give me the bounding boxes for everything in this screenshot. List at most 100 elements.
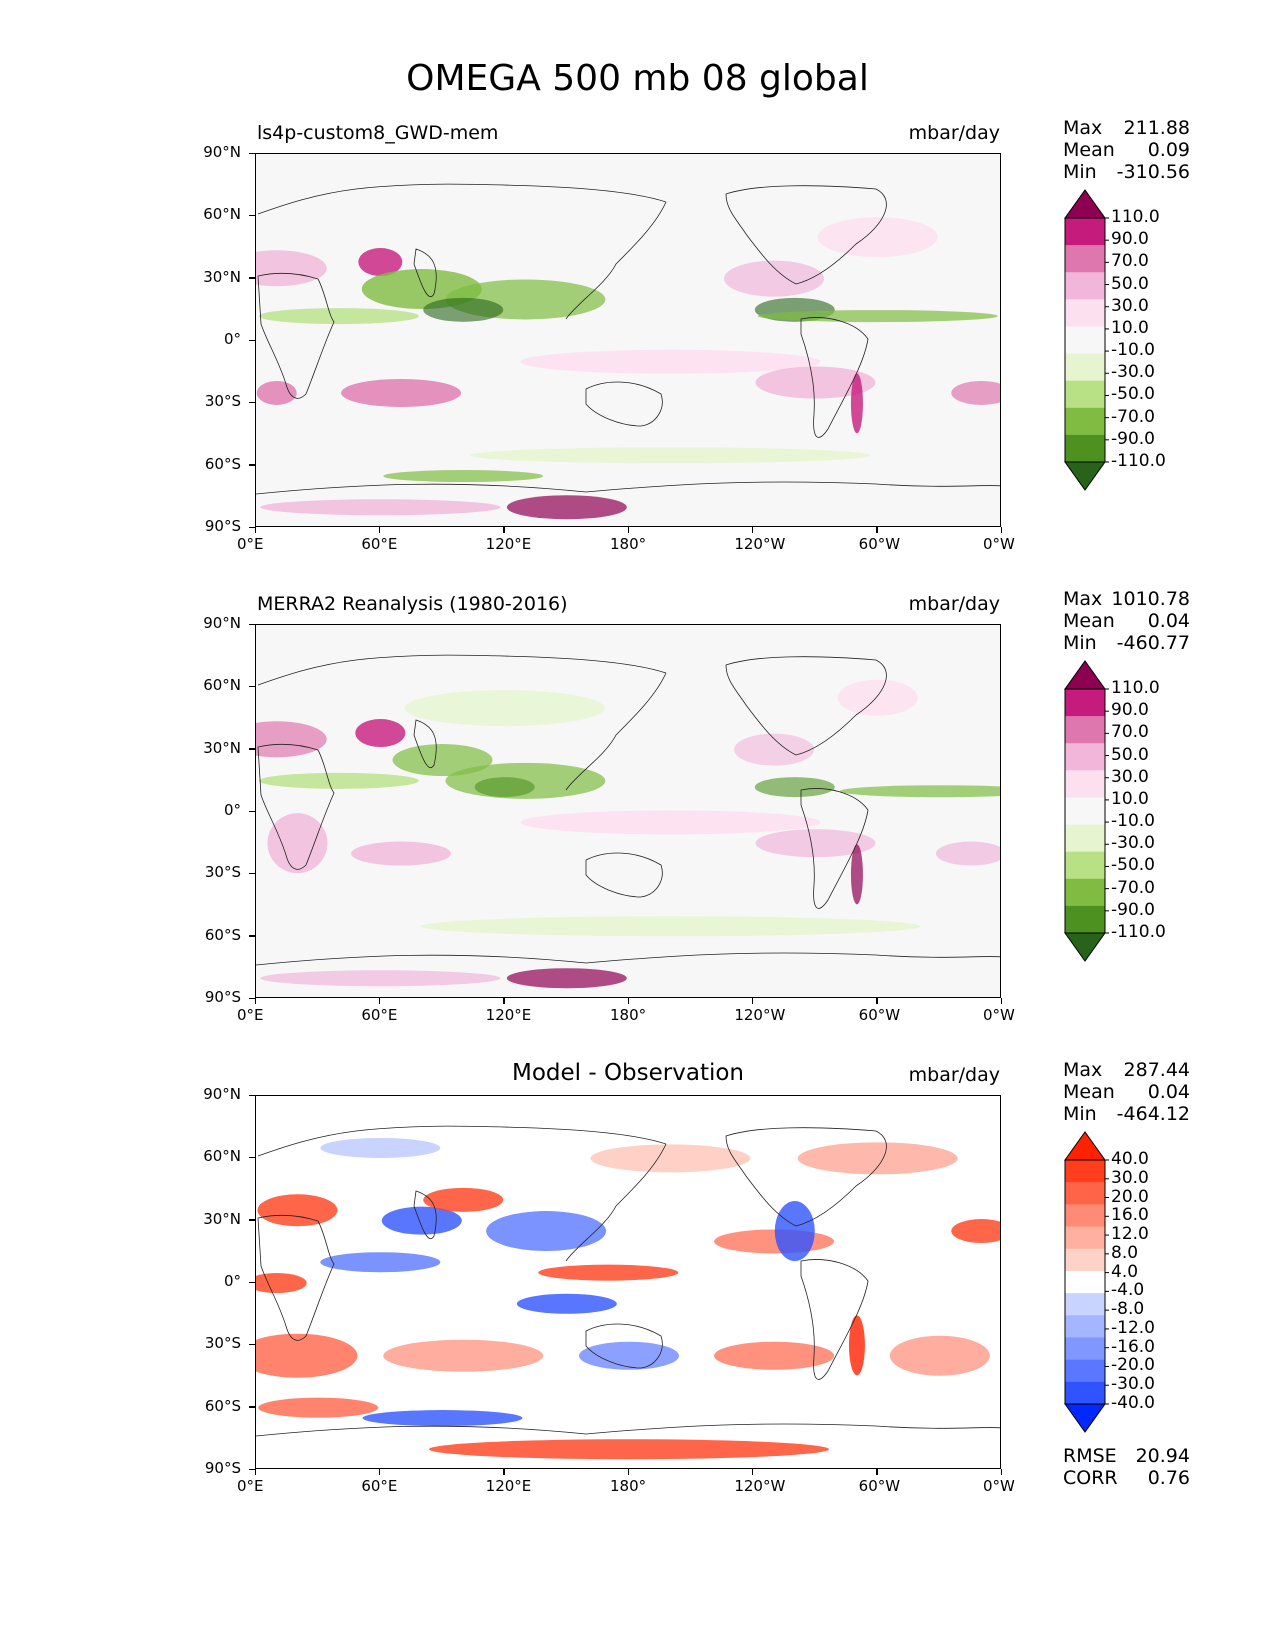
panel1-xtick-mark-6 xyxy=(1000,527,1002,533)
colorbar-band xyxy=(1065,1381,1105,1405)
colorbar-band xyxy=(1065,824,1105,853)
colorbar-band xyxy=(1065,689,1105,717)
panel1-mean-label: Mean xyxy=(1063,139,1115,161)
colorbar-band xyxy=(1065,245,1105,273)
colorbar-band xyxy=(1065,218,1105,246)
field-blob xyxy=(734,733,815,766)
colorbar-extend-bottom xyxy=(1064,461,1106,491)
panel3-min-value: -464.12 xyxy=(1116,1103,1190,1125)
coastline xyxy=(256,1423,1000,1437)
panel2-xtick-mark-6 xyxy=(1000,998,1002,1004)
coastline xyxy=(257,183,667,215)
field-blob xyxy=(579,1341,679,1370)
coastline xyxy=(257,1125,667,1157)
panel2-ytick-6: 90°S xyxy=(204,988,241,1006)
colorbar-band xyxy=(1065,353,1105,382)
panel1-xtick-6: 0°W xyxy=(983,535,1015,553)
panel3-colorbar-label-1: 30.0 xyxy=(1111,1167,1149,1188)
panel1-ytick-mark-6 xyxy=(249,526,255,528)
field-blob xyxy=(423,297,504,322)
panel1-colorbar-label-0: 110.0 xyxy=(1111,207,1160,227)
field-blob xyxy=(256,721,327,758)
colorbar-band xyxy=(1065,905,1105,934)
field-blob xyxy=(848,1315,865,1376)
coastline xyxy=(565,672,667,791)
panel2-xtick-mark-3 xyxy=(627,998,629,1004)
field-blob xyxy=(538,1264,679,1281)
panel1-colorbar-label-5: 10.0 xyxy=(1111,317,1149,338)
field-blob xyxy=(258,308,419,325)
panel3-xtick-mark-3 xyxy=(627,1469,629,1475)
field-blob xyxy=(258,772,419,789)
panel2-ytick-mark-0 xyxy=(249,623,255,625)
field-blob xyxy=(774,1201,815,1262)
panel3-xtick-mark-4 xyxy=(751,1469,754,1475)
panel3-ytick-1: 60°N xyxy=(203,1147,241,1166)
panel1-ytick-3: 0° xyxy=(223,330,241,348)
panel2-min-label: Min xyxy=(1063,632,1097,654)
panel1-xtick-mark-1 xyxy=(378,527,381,533)
field-blob xyxy=(256,1273,307,1293)
field-blob xyxy=(257,1194,338,1227)
panel1-ytick-mark-1 xyxy=(249,214,255,217)
panel1-xtick-mark-5 xyxy=(876,527,878,533)
panel1-mean-value: 0.09 xyxy=(1147,139,1190,161)
field-blob xyxy=(755,829,876,858)
colorbar-band xyxy=(1065,1226,1105,1250)
panel2-ytick-mark-5 xyxy=(249,935,255,937)
panel2-ytick-mark-4 xyxy=(249,872,255,875)
panel1-xtick-mark-3 xyxy=(627,527,629,533)
coastline xyxy=(725,185,887,285)
panel1-colorbar-label-4: 30.0 xyxy=(1111,295,1149,316)
field-blob xyxy=(474,777,535,798)
panel2-colorbar-label-3: 50.0 xyxy=(1111,744,1149,765)
panel3-xtick-mark-6 xyxy=(1000,1469,1002,1475)
panel1-ytick-mark-2 xyxy=(249,277,255,279)
panel1-colorbar-label-6: -10.0 xyxy=(1111,340,1155,361)
panel2-ytick-mark-6 xyxy=(249,997,255,999)
panel2-max-value: 1010.78 xyxy=(1111,588,1190,610)
panel2-colorbar-label-4: 30.0 xyxy=(1111,766,1149,787)
panel2-colorbar-label-0: 110.0 xyxy=(1111,678,1160,698)
panel3-colorbar-label-2: 20.0 xyxy=(1111,1186,1149,1207)
colorbar-band xyxy=(1065,272,1105,300)
panel2-xtick-mark-5 xyxy=(876,998,878,1004)
coastline xyxy=(413,248,437,297)
field-blob xyxy=(837,679,918,716)
panel3-colorbar-label-5: 8.0 xyxy=(1111,1242,1139,1263)
colorbar-band xyxy=(1065,1248,1105,1272)
field-blob xyxy=(429,1439,829,1460)
panel3-colorbar-label-4: 12.0 xyxy=(1111,1224,1149,1245)
field-blob xyxy=(839,785,1000,798)
field-blob xyxy=(383,1339,544,1372)
field-blob xyxy=(358,248,403,277)
field-blob xyxy=(817,217,938,258)
colorbar-band xyxy=(1065,1182,1105,1205)
panel3-max-label: Max xyxy=(1063,1059,1103,1081)
field-blob xyxy=(757,310,998,323)
coastline xyxy=(413,1190,437,1239)
panel2-ytick-mark-2 xyxy=(249,748,255,750)
panel2-xtick-mark-4 xyxy=(751,998,754,1004)
panel3-colorbar xyxy=(1064,1131,1109,1433)
panel2-ytick-mark-3 xyxy=(249,810,255,812)
field-blob xyxy=(256,380,297,405)
colorbar-outline xyxy=(1064,1159,1106,1405)
panel1-ytick-2: 30°N xyxy=(203,267,241,286)
colorbar-band xyxy=(1065,1359,1105,1383)
colorbar-extend-top xyxy=(1064,660,1106,690)
panel2-ytick-0: 90°N xyxy=(203,614,241,632)
panel3-mean-value: 0.04 xyxy=(1147,1081,1190,1103)
panel1-colorbar-label-1: 90.0 xyxy=(1111,229,1149,250)
panel3-ytick-5: 60°S xyxy=(204,1396,241,1415)
panel1-colorbar-label-2: 70.0 xyxy=(1111,251,1149,272)
coastline xyxy=(725,656,887,756)
field-background xyxy=(256,154,1000,526)
panel1-colorbar-label-9: -70.0 xyxy=(1111,406,1155,427)
panel2-ytick-2: 30°N xyxy=(203,738,241,757)
field-blob xyxy=(362,1410,523,1427)
panel1-field xyxy=(256,154,1000,526)
panel2-xtick-5: 60°W xyxy=(858,1006,901,1024)
field-blob xyxy=(520,349,821,374)
coastline xyxy=(257,743,335,870)
